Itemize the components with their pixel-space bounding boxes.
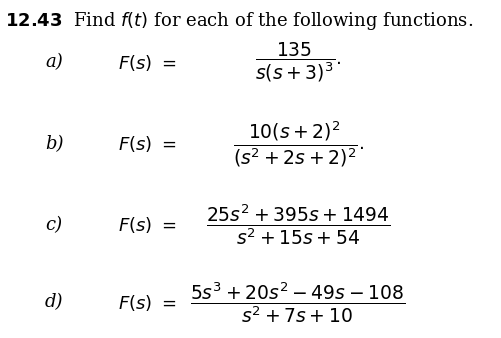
Text: $\dfrac{5s^3+20s^2-49s-108}{s^2+7s+10}$: $\dfrac{5s^3+20s^2-49s-108}{s^2+7s+10}$ [190,280,406,325]
Text: $F(s)\ =$: $F(s)\ =$ [118,134,176,154]
Text: a): a) [45,53,63,72]
Text: c): c) [45,216,62,234]
Text: $\dfrac{10(s+2)^2}{(s^2+2s+2)^2}.$: $\dfrac{10(s+2)^2}{(s^2+2s+2)^2}.$ [232,119,364,169]
Text: $\dfrac{25s^2+395s+1494}{s^2+15s+54}$: $\dfrac{25s^2+395s+1494}{s^2+15s+54}$ [206,202,390,247]
Text: $F(s)\ =$: $F(s)\ =$ [118,52,176,73]
Text: d): d) [45,293,64,312]
Text: $F(s)\ =$: $F(s)\ =$ [118,292,176,313]
Text: $\dfrac{135}{s(s+3)^3}.$: $\dfrac{135}{s(s+3)^3}.$ [255,41,341,84]
Text: $\mathbf{12.43}$  Find $f(t)$ for each of the following functions.: $\mathbf{12.43}$ Find $f(t)$ for each of… [5,10,473,32]
Text: b): b) [45,135,64,153]
Text: $F(s)\ =$: $F(s)\ =$ [118,215,176,235]
